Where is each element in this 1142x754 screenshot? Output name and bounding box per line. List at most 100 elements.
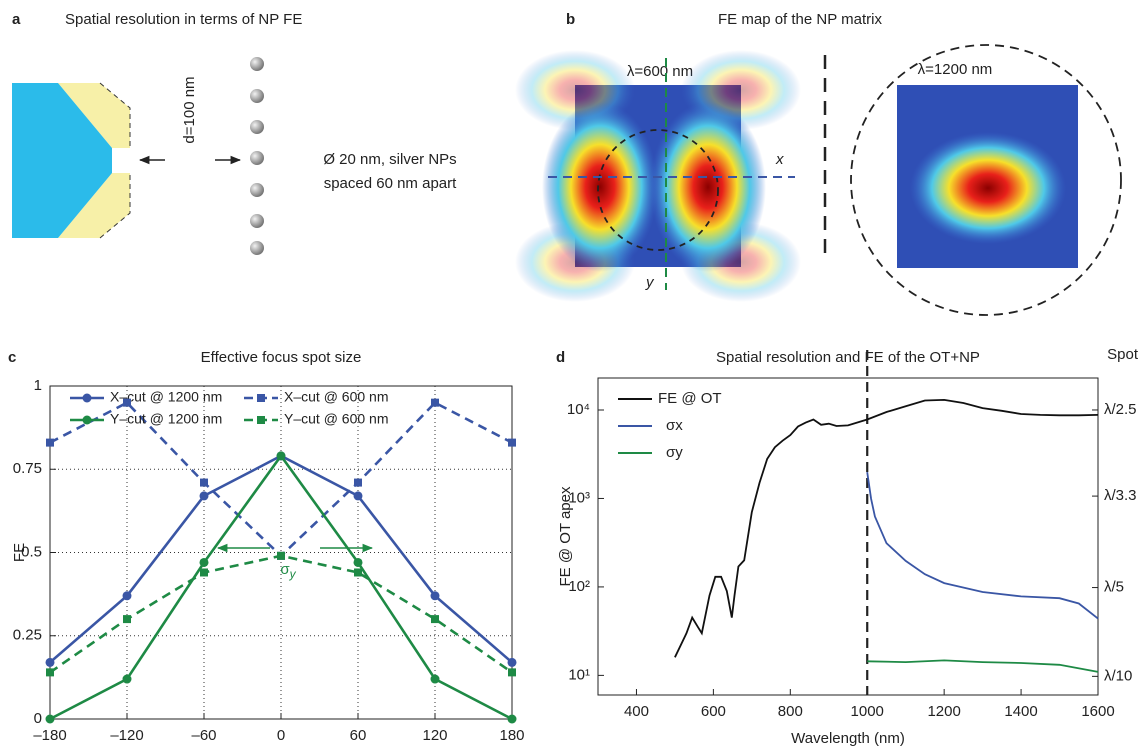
- nanoparticle: [250, 241, 264, 255]
- plot-frame: [597, 377, 1099, 696]
- y-tick-label: 10¹: [568, 666, 590, 683]
- y-tick-label: 10³: [568, 489, 590, 506]
- legend-marker: [257, 416, 265, 424]
- marker: [45, 714, 55, 724]
- marker: [46, 438, 54, 447]
- marker: [430, 674, 440, 684]
- nanoparticle: [250, 151, 264, 165]
- nanoparticle: [250, 183, 264, 197]
- np-description: Ø 20 nm, silver NPs: [323, 151, 456, 168]
- annotation-subscript: y: [289, 567, 297, 581]
- marker: [123, 398, 131, 407]
- marker: [200, 568, 208, 577]
- x-tick-label: 0: [277, 727, 285, 744]
- x-tick-label: 180: [499, 727, 524, 744]
- legend-marker: [82, 415, 92, 425]
- legend-marker: [257, 394, 265, 402]
- marker: [507, 657, 517, 667]
- spot-circle: [597, 129, 719, 251]
- annotation-symbol: σ: [280, 561, 290, 578]
- panel-label: b: [566, 11, 575, 28]
- marker: [431, 398, 439, 407]
- series-line: [49, 453, 513, 721]
- spot-circle: [850, 44, 1122, 316]
- marker: [123, 615, 131, 624]
- tip-coating: [58, 83, 130, 148]
- heatmap: [515, 50, 801, 302]
- panel-label: d: [556, 349, 565, 366]
- series-line: [867, 659, 1099, 673]
- y2-tick-label: λ/2.5: [1104, 401, 1137, 418]
- x-tick-label: 60: [350, 727, 367, 744]
- np-description: spaced 60 nm apart: [324, 175, 457, 192]
- chart-title: Effective focus spot size: [201, 349, 362, 366]
- cut-label: y: [645, 274, 655, 291]
- y2-tick-label: λ/10: [1104, 667, 1132, 684]
- x-tick-label: 1200: [927, 703, 960, 720]
- x-tick-label: 1400: [1004, 703, 1037, 720]
- gap-label: d=100 nm: [181, 76, 198, 143]
- marker: [199, 491, 209, 501]
- series-line: [866, 471, 1099, 620]
- marker: [46, 668, 54, 677]
- marker: [199, 557, 209, 567]
- tip-outline: [99, 82, 131, 148]
- heatmap-blob: [650, 102, 766, 272]
- marker: [277, 551, 285, 560]
- tip-core: [12, 83, 112, 238]
- heatmap-blob: [910, 132, 1066, 244]
- x-tick-label: –60: [191, 727, 216, 744]
- heatmap: [897, 85, 1078, 268]
- marker: [353, 557, 363, 567]
- legend-marker: [82, 393, 92, 403]
- map-label: λ=1200 nm: [918, 61, 993, 78]
- marker: [430, 591, 440, 601]
- marker: [508, 668, 516, 677]
- panel-label: a: [12, 11, 21, 28]
- y-tick-label: 0.5: [21, 543, 42, 560]
- panel-title: Spatial resolution in terms of NP FE: [65, 11, 302, 28]
- x-tick-label: –120: [110, 727, 143, 744]
- y2-axis-label: Spot size: [1107, 346, 1142, 363]
- y-tick-label: 0.25: [13, 627, 42, 644]
- y-tick-label: 0.75: [13, 460, 42, 477]
- x-tick-label: 800: [778, 703, 803, 720]
- legend-label: FE @ OT: [658, 390, 722, 407]
- y2-tick-label: λ/5: [1104, 579, 1124, 596]
- legend-label: σy: [666, 444, 683, 461]
- nanoparticle: [250, 89, 264, 103]
- legend-label: X–cut @ 1200 nm: [110, 389, 222, 405]
- legend-label: σx: [666, 417, 683, 434]
- marker: [508, 438, 516, 447]
- marker: [276, 451, 286, 461]
- marker: [354, 568, 362, 577]
- marker: [122, 591, 132, 601]
- legend-label: Y–cut @ 1200 nm: [110, 411, 222, 427]
- panel-title: FE map of the NP matrix: [718, 11, 882, 28]
- y-tick-label: 1: [34, 377, 42, 394]
- marker: [507, 714, 517, 724]
- y-axis-label: FE: [11, 543, 28, 562]
- heatmap-blob: [542, 102, 658, 272]
- tip-outline: [99, 173, 131, 239]
- y-tick-label: 10²: [568, 578, 590, 595]
- y-tick-label: 10⁴: [567, 401, 590, 418]
- y-axis-label: FE @ OT apex: [557, 486, 574, 586]
- marker: [122, 674, 132, 684]
- x-tick-label: 1000: [851, 703, 884, 720]
- x-tick-label: 600: [701, 703, 726, 720]
- map-label: λ=600 nm: [627, 63, 693, 80]
- optical-tip: [12, 82, 131, 239]
- annotation: σy: [280, 561, 296, 581]
- x-tick-label: 1600: [1081, 703, 1114, 720]
- y2-tick-label: λ/3.3: [1104, 487, 1137, 504]
- nanoparticle: [250, 120, 264, 134]
- nanoparticle: [250, 214, 264, 228]
- legend-label: X–cut @ 600 nm: [284, 389, 389, 405]
- chart-title: Spatial resolution and FE of the OT+NP: [716, 349, 980, 366]
- tip-coating: [58, 173, 130, 238]
- cut-label: x: [775, 151, 784, 168]
- marker: [45, 657, 55, 667]
- series-line: [674, 398, 1099, 658]
